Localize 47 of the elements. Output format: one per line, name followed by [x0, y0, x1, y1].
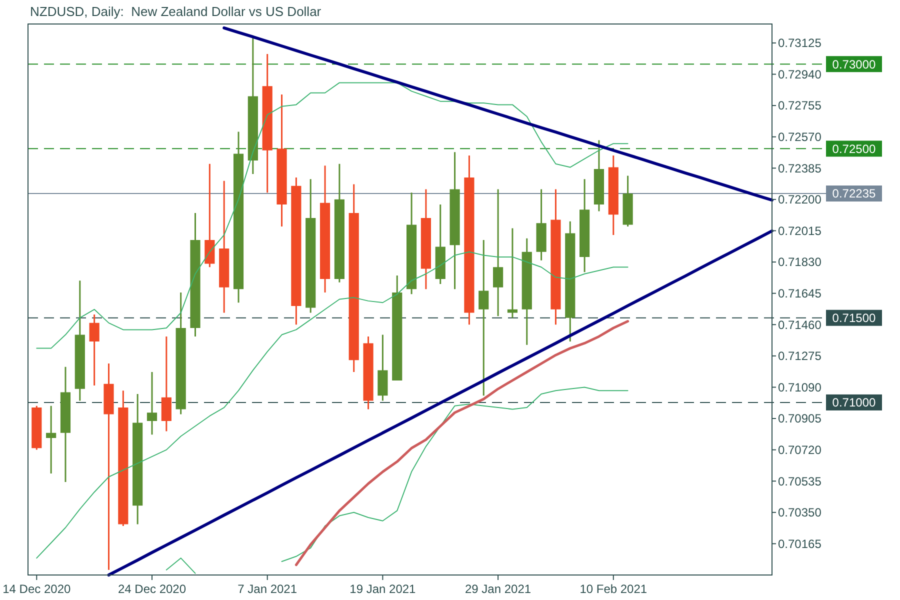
y-tick-label: 0.72755 [778, 98, 822, 113]
y-tick-label: 0.73125 [778, 36, 822, 50]
y-tick-label: 0.72200 [778, 192, 822, 207]
y-tick-label: 0.71645 [778, 286, 822, 301]
candlestick [478, 240, 489, 396]
candlestick [450, 152, 460, 290]
y-tick-label: 0.70720 [778, 443, 822, 458]
x-tick-label: 29 Jan 2021 [465, 582, 532, 596]
ref-line-label: 0.73000 [832, 57, 876, 72]
y-tick-label: 0.70165 [778, 536, 822, 551]
x-tick-label: 24 Dec 2020 [118, 582, 186, 596]
line-series [294, 320, 630, 566]
candlestick [464, 155, 474, 325]
ref-line-label: 0.72500 [832, 142, 876, 156]
candlestick [493, 189, 504, 316]
y-tick-label: 0.70905 [778, 412, 822, 426]
y-tick-label: 0.72015 [778, 224, 822, 238]
candlestick [146, 372, 158, 435]
x-tick-label: 14 Dec 2020 [2, 582, 71, 596]
candlestick [507, 228, 518, 318]
candlestick [363, 336, 374, 410]
line-series [36, 82, 628, 349]
x-tick-label: 10 Feb 2021 [580, 582, 648, 596]
ref-line-label: 0.71500 [832, 311, 876, 326]
y-tick-label: 0.71275 [778, 349, 822, 364]
line-series [222, 26, 774, 202]
y-tick-label: 0.72570 [778, 130, 822, 144]
y-tick-label: 0.70350 [778, 506, 822, 520]
y-tick-label: 0.71460 [778, 318, 822, 332]
candlestick [104, 364, 114, 570]
candlestick [276, 94, 287, 226]
y-tick-label: 0.72385 [778, 161, 822, 176]
y-tick-label: 0.71830 [778, 255, 822, 270]
candlestick [161, 336, 172, 432]
x-tick-label: 7 Jan 2021 [238, 582, 298, 596]
line-series [36, 251, 628, 559]
chart-title: NZDUSD, Daily: New Zealand Dollar vs US Dollar [30, 4, 322, 19]
y-tick-label: 0.70535 [778, 474, 822, 488]
x-tick-label: 19 Jan 2021 [350, 582, 416, 596]
y-tick-label: 0.71090 [778, 380, 822, 394]
ref-line-label: 0.71000 [832, 396, 876, 410]
ref-line-label: 0.72235 [832, 186, 876, 201]
candlestick [89, 314, 100, 386]
line-series [107, 229, 774, 576]
candlestick [550, 189, 561, 325]
y-tick-label: 0.72940 [778, 67, 822, 82]
candlestick [46, 406, 56, 474]
